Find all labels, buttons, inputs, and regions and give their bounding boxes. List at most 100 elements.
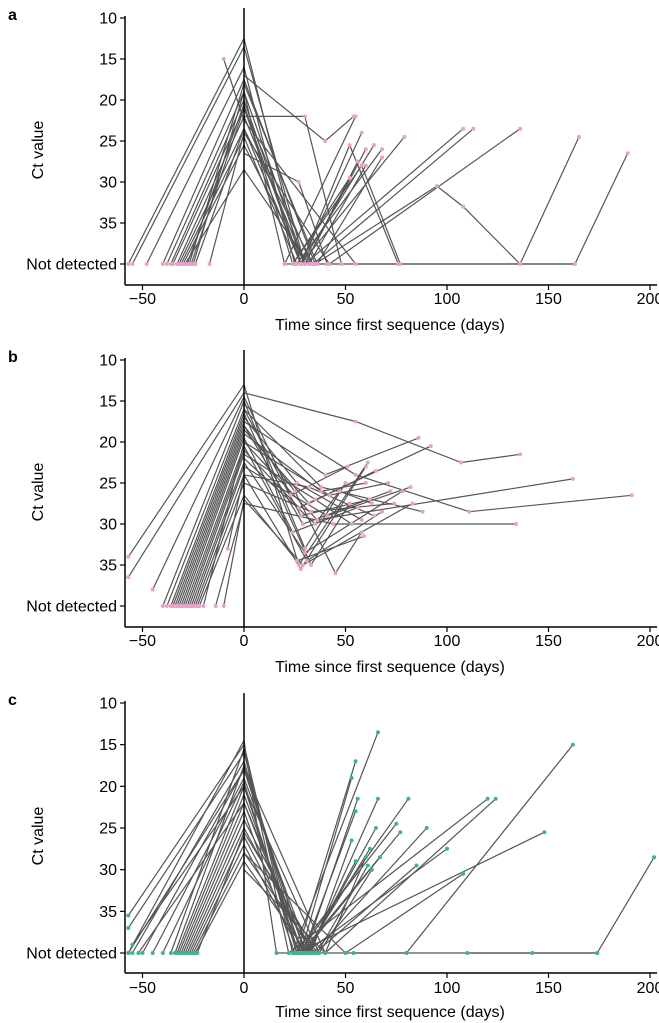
y-tick-label: 10 <box>99 353 117 370</box>
series-line <box>174 763 448 954</box>
data-point <box>126 575 131 580</box>
data-point <box>130 951 135 955</box>
data-point <box>625 151 630 156</box>
data-point <box>325 513 330 518</box>
x-tick-label: −50 <box>129 980 156 997</box>
data-point <box>570 742 575 747</box>
series-line <box>194 127 474 265</box>
y-axis-title: Ct value <box>30 807 47 866</box>
x-tick-label: 50 <box>337 980 355 997</box>
data-point <box>126 913 131 918</box>
data-point <box>380 147 384 152</box>
panel-letter: a <box>8 7 17 24</box>
data-point <box>130 262 135 266</box>
data-point <box>339 262 344 266</box>
data-point <box>367 846 372 851</box>
data-point <box>376 796 380 801</box>
x-axis-title: Time since first sequence (days) <box>275 317 505 334</box>
data-point <box>398 262 403 266</box>
y-tick-label: 15 <box>99 52 117 69</box>
data-point <box>298 513 303 518</box>
data-point <box>518 126 523 131</box>
data-point <box>168 951 173 955</box>
series-line <box>314 185 464 265</box>
data-point <box>514 522 518 526</box>
data-point <box>353 809 358 814</box>
data-point <box>173 951 177 955</box>
x-tick-label: 0 <box>240 980 249 997</box>
data-point <box>461 204 466 209</box>
series-line <box>180 801 377 955</box>
panel-a: a 10 15 20 25 30 35 Not detected −50 0 50 100 150 200… <box>8 7 659 334</box>
series-line <box>131 785 373 955</box>
data-point <box>351 114 356 119</box>
data-point <box>126 951 131 955</box>
data-point <box>410 501 415 506</box>
data-point <box>467 509 472 514</box>
data-point <box>371 513 376 518</box>
data-point <box>459 460 464 465</box>
data-point <box>294 481 299 485</box>
data-point <box>376 730 380 735</box>
data-point <box>207 262 212 266</box>
data-point <box>398 830 403 835</box>
data-point <box>353 419 358 424</box>
data-point <box>408 485 413 490</box>
data-point <box>380 155 384 160</box>
data-point <box>347 501 352 506</box>
series-line <box>172 416 362 607</box>
x-tick-label: −50 <box>129 633 156 650</box>
series-line <box>202 440 573 607</box>
x-tick-label: 200 <box>637 980 659 997</box>
series-line <box>186 102 351 266</box>
data-point <box>359 130 364 135</box>
series-line <box>162 780 545 954</box>
x-tick-label: 0 <box>240 291 249 308</box>
data-point <box>313 262 318 266</box>
series-line <box>519 136 580 265</box>
data-point <box>294 558 299 563</box>
series-line <box>170 98 363 266</box>
x-tick-label: 150 <box>535 291 562 308</box>
not-detected-label: Not detected <box>26 946 117 963</box>
data-point <box>307 501 311 506</box>
data-point <box>400 489 405 494</box>
data-point <box>595 951 600 955</box>
data-point <box>351 951 356 955</box>
y-tick-label: 25 <box>99 134 117 151</box>
data-point <box>304 558 309 563</box>
data-point <box>518 452 523 457</box>
data-point <box>286 951 291 955</box>
data-point <box>349 838 354 843</box>
data-point <box>325 262 330 266</box>
data-point <box>290 262 295 266</box>
data-point <box>369 867 374 872</box>
data-point <box>126 926 131 930</box>
data-point <box>363 855 368 860</box>
data-point <box>518 262 523 266</box>
y-tick-label: 35 <box>99 216 117 233</box>
x-tick-label: 50 <box>337 633 355 650</box>
series-line <box>194 860 357 955</box>
panel-c: c 10 15 20 25 30 35 Not detected −50 0 50 100 150 200… <box>8 692 659 1021</box>
series-line <box>190 461 403 607</box>
data-point <box>164 604 169 608</box>
data-point <box>309 951 313 955</box>
data-point <box>323 951 328 955</box>
data-point <box>300 522 305 526</box>
data-point <box>461 871 466 876</box>
data-point <box>221 57 226 61</box>
data-point <box>465 951 470 955</box>
data-point <box>404 951 409 955</box>
data-point <box>353 859 358 864</box>
series-line <box>127 731 379 956</box>
data-point <box>313 497 318 502</box>
series-line <box>227 474 375 549</box>
data-point <box>290 530 295 535</box>
data-point <box>140 951 145 955</box>
data-point <box>136 951 141 955</box>
data-point <box>652 855 657 860</box>
data-point <box>319 485 324 490</box>
y-tick-label: 20 <box>99 93 117 110</box>
data-point <box>424 826 429 830</box>
